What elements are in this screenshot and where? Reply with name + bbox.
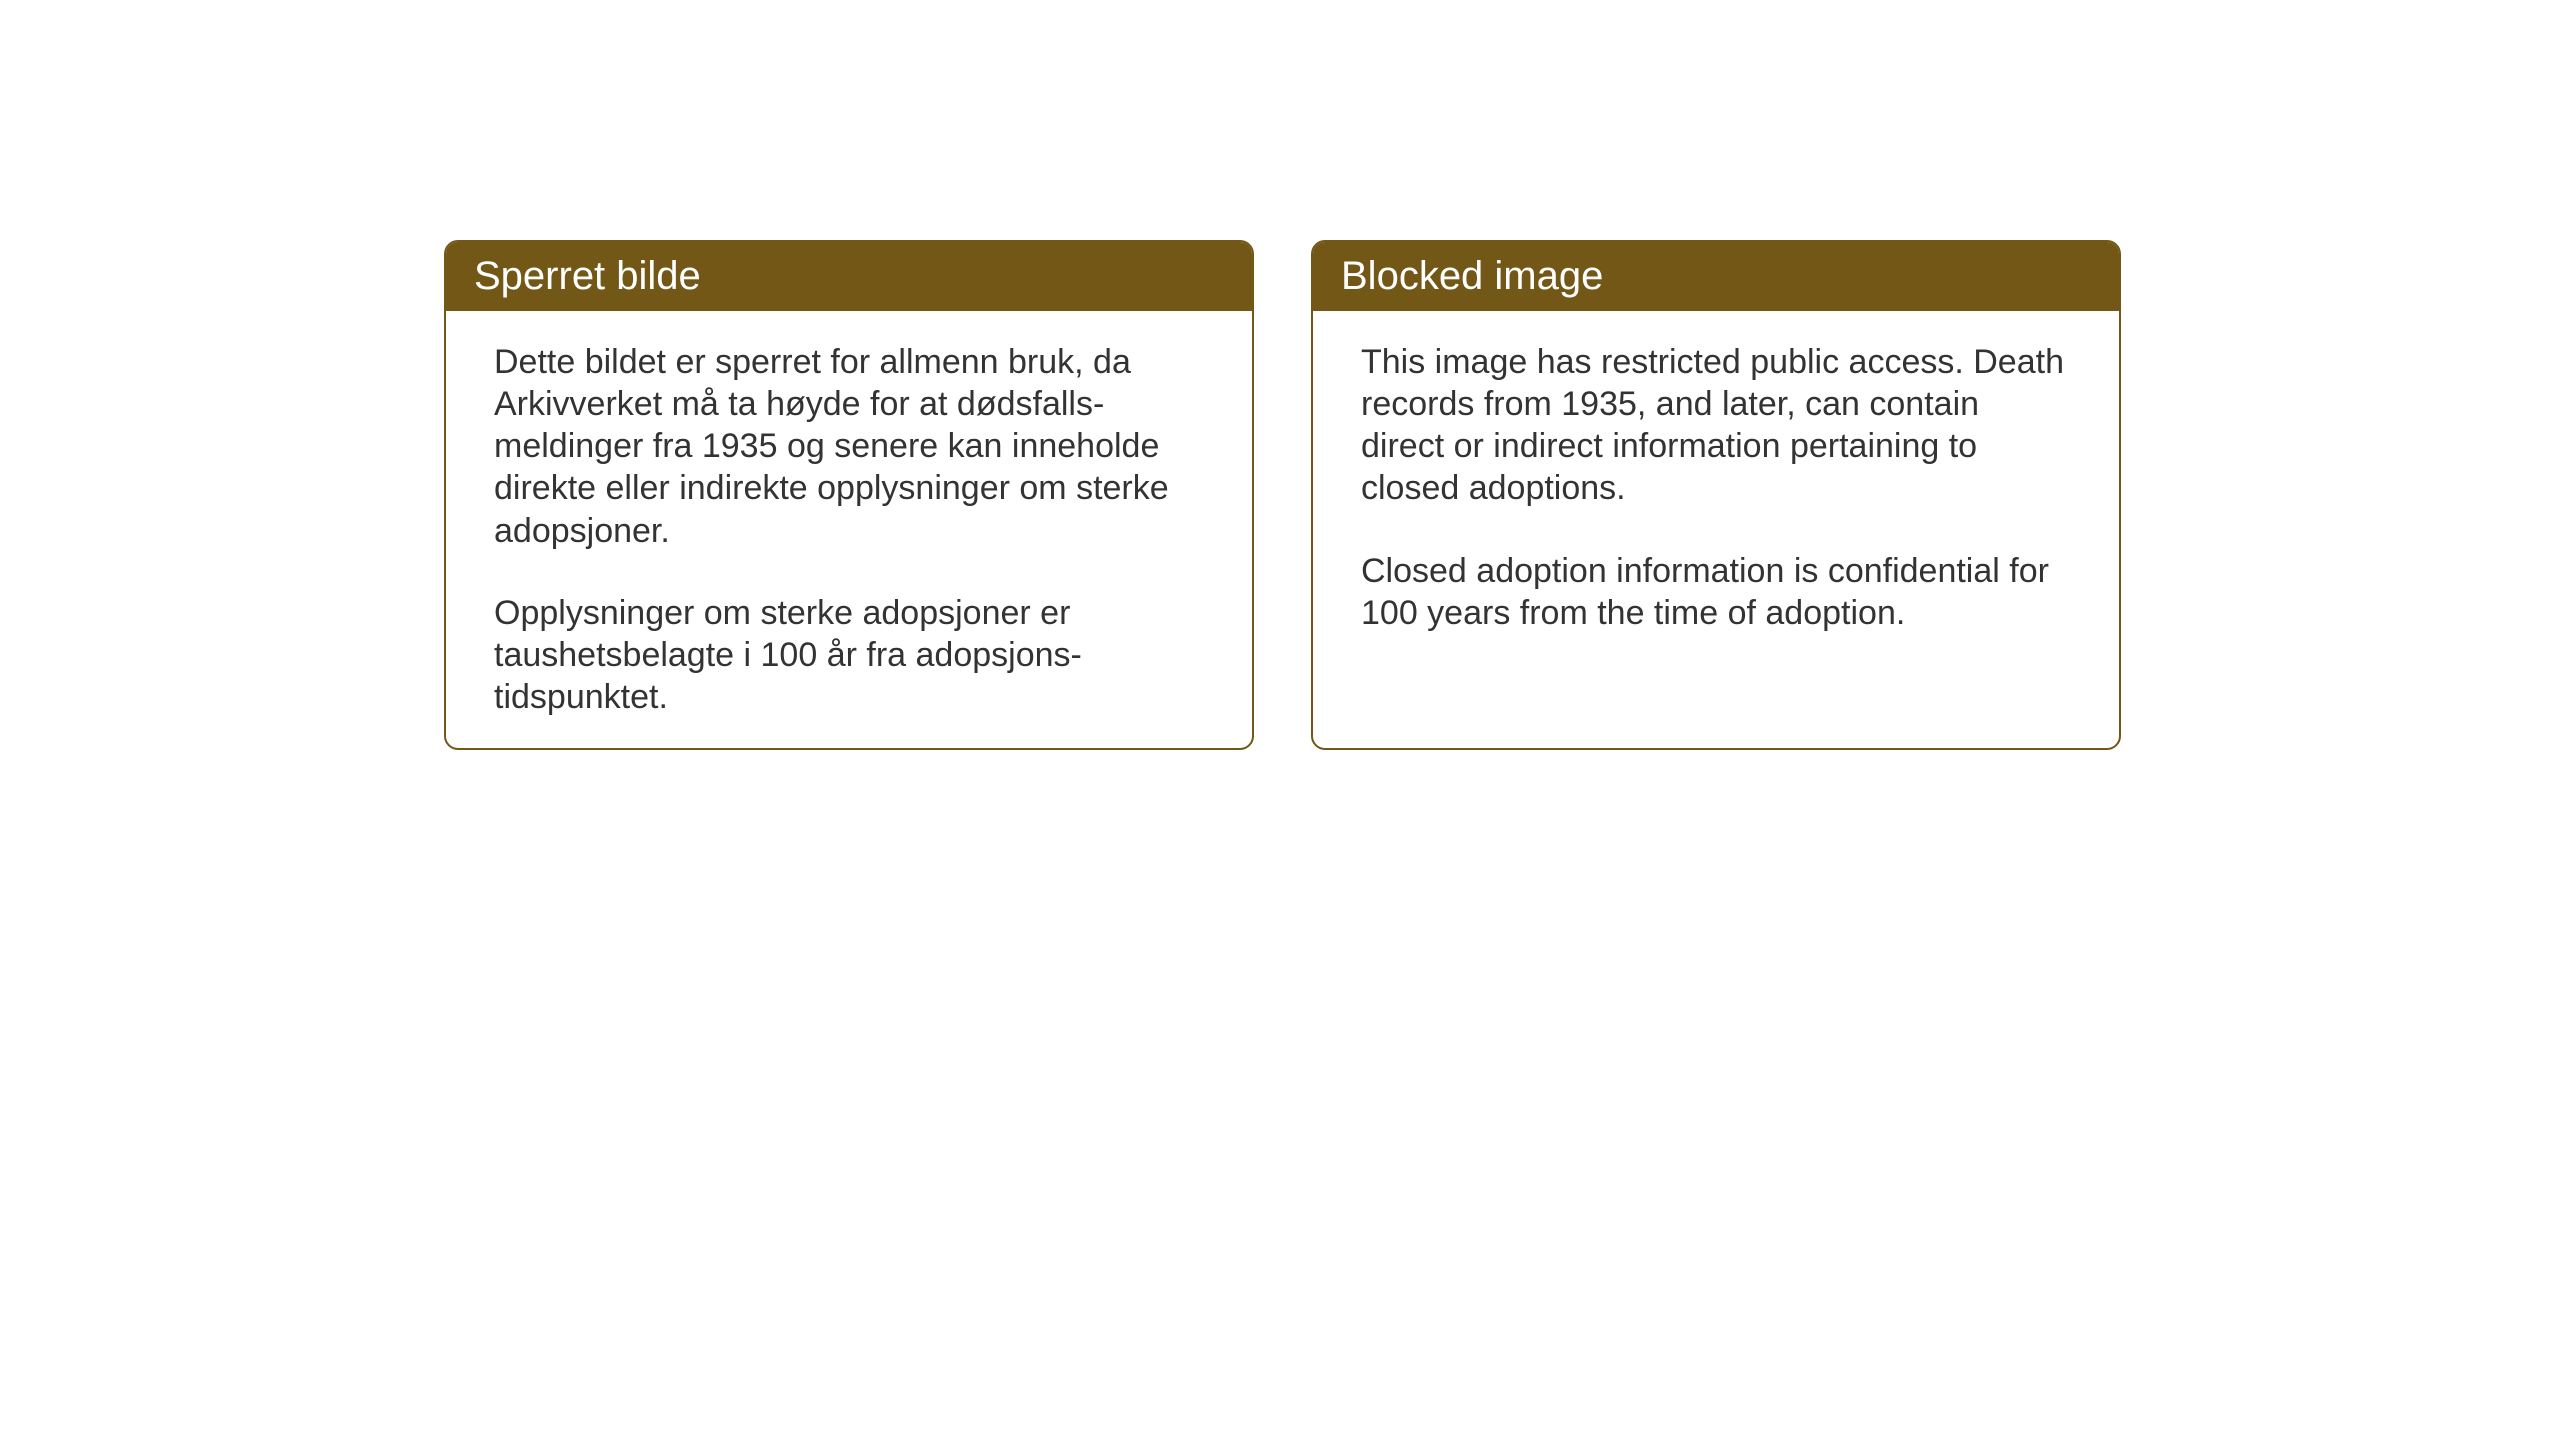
cards-container: Sperret bilde Dette bildet er sperret fo… [444,240,2121,750]
card-english-title: Blocked image [1341,254,1603,298]
card-norwegian-header: Sperret bilde [446,242,1252,311]
card-norwegian-body: Dette bildet er sperret for allmenn bruk… [446,311,1252,750]
card-english-paragraph-1: This image has restricted public access.… [1361,341,2071,510]
card-norwegian-paragraph-2: Opplysninger om sterke adopsjoner er tau… [494,592,1204,718]
card-english-body: This image has restricted public access.… [1313,311,2119,674]
card-english: Blocked image This image has restricted … [1311,240,2121,750]
card-english-header: Blocked image [1313,242,2119,311]
card-norwegian-title: Sperret bilde [474,254,701,298]
card-norwegian: Sperret bilde Dette bildet er sperret fo… [444,240,1254,750]
card-english-paragraph-2: Closed adoption information is confident… [1361,550,2071,634]
card-norwegian-paragraph-1: Dette bildet er sperret for allmenn bruk… [494,341,1204,552]
